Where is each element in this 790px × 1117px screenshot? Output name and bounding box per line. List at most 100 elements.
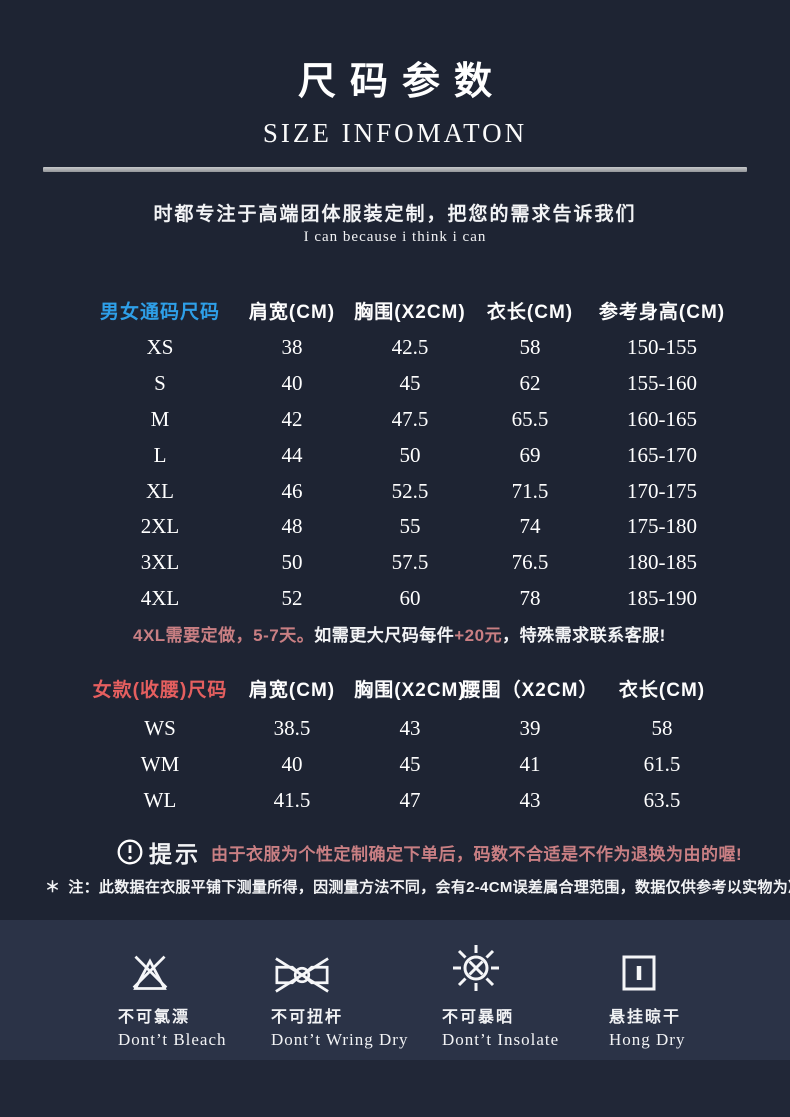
size-cell: XS [146, 335, 174, 360]
col-header-chest: 胸围(X2CM) [354, 679, 466, 701]
value-cell: 41.5 [273, 787, 311, 812]
col-header-chest: 胸围(X2CM) [354, 301, 466, 323]
care-label-en: Dont’t Wring Dry [271, 1030, 409, 1049]
size-cell: S [154, 371, 166, 396]
value-cell: 43 [519, 787, 541, 812]
notice-text: 由于衣服为个性定制确定下单后，码数不合适是不作为退换为由的喔! [211, 844, 743, 864]
value-cell: 62 [519, 371, 541, 396]
value-cell: 74 [519, 514, 541, 539]
notice-row: 提示 由于衣服为个性定制确定下单后，码数不合适是不作为退换为由的喔! [116, 835, 742, 869]
page-title: 尺码参数 [297, 61, 506, 103]
hang-dry-icon [619, 936, 659, 994]
value-cell: 58 [651, 715, 673, 740]
measurement-footnote: ＊ 注：此数据在衣服平铺下测量所得，因测量方法不同，会有2-4CM误差属合理范围，… [45, 876, 790, 897]
size-cell: XL [146, 478, 174, 503]
value-cell: 60 [399, 585, 421, 610]
col-header-length: 衣长(CM) [486, 301, 574, 323]
value-cell: 170-175 [627, 478, 697, 503]
value-cell: 63.5 [643, 787, 681, 812]
oversize-note-tail: ，特殊需求联系客服! [502, 626, 666, 645]
value-cell: 185-190 [627, 585, 697, 610]
care-item-hang-dry: 悬挂晾干 Hong Dry [609, 936, 685, 1050]
hero-header: 尺码参数 SIZE INFOMATON [0, 50, 790, 149]
size-cell: WL [143, 787, 177, 812]
value-cell: 45 [399, 371, 421, 396]
slogan-cn: 时都专注于高端团体服装定制，把您的需求告诉我们 [153, 204, 637, 225]
no-wring-icon [273, 936, 331, 994]
care-label-cn: 不可氯漂 [118, 1009, 191, 1026]
unisex-size-table: 男女通码尺码 肩宽(CM) 胸围(X2CM) 衣长(CM) 参考身高(CM) X… [85, 290, 735, 616]
oversize-note-text: 如需更大尺码每件 [314, 626, 455, 645]
value-cell: 180-185 [627, 550, 697, 575]
value-cell: 39 [519, 715, 541, 740]
value-cell: 76.5 [511, 550, 549, 575]
value-cell: 44 [281, 442, 303, 467]
value-cell: 69 [519, 442, 541, 467]
oversize-note-highlight: 4XL需要定做，5-7天。 [133, 626, 315, 645]
size-cell: M [150, 406, 170, 431]
size-cell: 3XL [140, 550, 180, 575]
value-cell: 42.5 [391, 335, 429, 360]
oversize-note: 4XL需要定做，5-7天。如需更大尺码每件+20元，特殊需求联系客服! [133, 621, 666, 646]
col-header-shoulder: 肩宽(CM) [248, 679, 336, 701]
value-cell: 50 [281, 550, 303, 575]
care-label-en: Hong Dry [609, 1030, 686, 1049]
notice-label: 提示 [149, 841, 201, 867]
value-cell: 41 [519, 751, 541, 776]
exclamation-circle-icon [116, 838, 144, 866]
value-cell: 150-155 [627, 335, 697, 360]
bottom-strip [0, 1060, 790, 1117]
value-cell: 55 [399, 514, 421, 539]
col-header-length: 衣长(CM) [618, 679, 706, 701]
size-cell: L [153, 442, 167, 467]
page-subtitle: SIZE INFOMATON [262, 118, 528, 148]
footnote-star: ＊ [45, 879, 61, 896]
care-label-en: Dont’t Insolate [442, 1030, 560, 1049]
value-cell: 40 [281, 371, 303, 396]
value-cell: 52.5 [391, 478, 429, 503]
value-cell: 52 [281, 585, 303, 610]
value-cell: 47.5 [391, 406, 429, 431]
value-cell: 45 [399, 751, 421, 776]
women-size-table: 女款(收腰)尺码 肩宽(CM) 胸围(X2CM) 腰围（X2CM） 衣长(CM)… [85, 666, 735, 818]
size-cell: 2XL [140, 514, 180, 539]
value-cell: 42 [281, 406, 303, 431]
value-cell: 38.5 [273, 715, 311, 740]
value-cell: 58 [519, 335, 541, 360]
value-cell: 175-180 [627, 514, 697, 539]
value-cell: 78 [519, 585, 541, 610]
value-cell: 46 [281, 478, 303, 503]
care-label-en: Dont’t Bleach [118, 1030, 227, 1049]
care-label-cn: 不可暴晒 [442, 1009, 515, 1026]
value-cell: 71.5 [511, 478, 549, 503]
footnote-text: 注：此数据在衣服平铺下测量所得，因测量方法不同，会有2-4CM误差属合理范围，数… [68, 879, 790, 896]
col-header-height: 参考身高(CM) [598, 301, 726, 323]
value-cell: 48 [281, 514, 303, 539]
value-cell: 38 [281, 335, 303, 360]
value-cell: 160-165 [627, 406, 697, 431]
value-cell: 50 [399, 442, 421, 467]
value-cell: 40 [281, 751, 303, 776]
value-cell: 57.5 [391, 550, 429, 575]
size-cell: WM [140, 751, 180, 776]
care-item-no-sun: 不可暴晒 Dont’t Insolate [442, 936, 559, 1050]
value-cell: 43 [399, 715, 421, 740]
value-cell: 47 [399, 787, 421, 812]
no-bleach-icon [130, 936, 170, 994]
oversize-note-price: +20元 [454, 626, 503, 645]
slogan-en: I can because i think i can [303, 229, 487, 245]
col-header-waist: 腰围（X2CM） [461, 679, 599, 701]
care-instructions-footer: 不可氯漂 Dont’t Bleach 不可扭杆 Dont’t Wring Dry [0, 920, 790, 1060]
women-table-label: 女款(收腰)尺码 [92, 679, 228, 701]
no-sun-icon [450, 936, 502, 994]
care-label-cn: 不可扭杆 [271, 1009, 344, 1026]
value-cell: 165-170 [627, 442, 697, 467]
unisex-table-label: 男女通码尺码 [99, 301, 220, 323]
care-item-no-bleach: 不可氯漂 Dont’t Bleach [118, 936, 227, 1050]
value-cell: 155-160 [627, 371, 697, 396]
col-header-shoulder: 肩宽(CM) [248, 301, 336, 323]
divider [43, 167, 747, 172]
size-cell: WS [144, 715, 176, 740]
size-cell: 4XL [140, 585, 180, 610]
